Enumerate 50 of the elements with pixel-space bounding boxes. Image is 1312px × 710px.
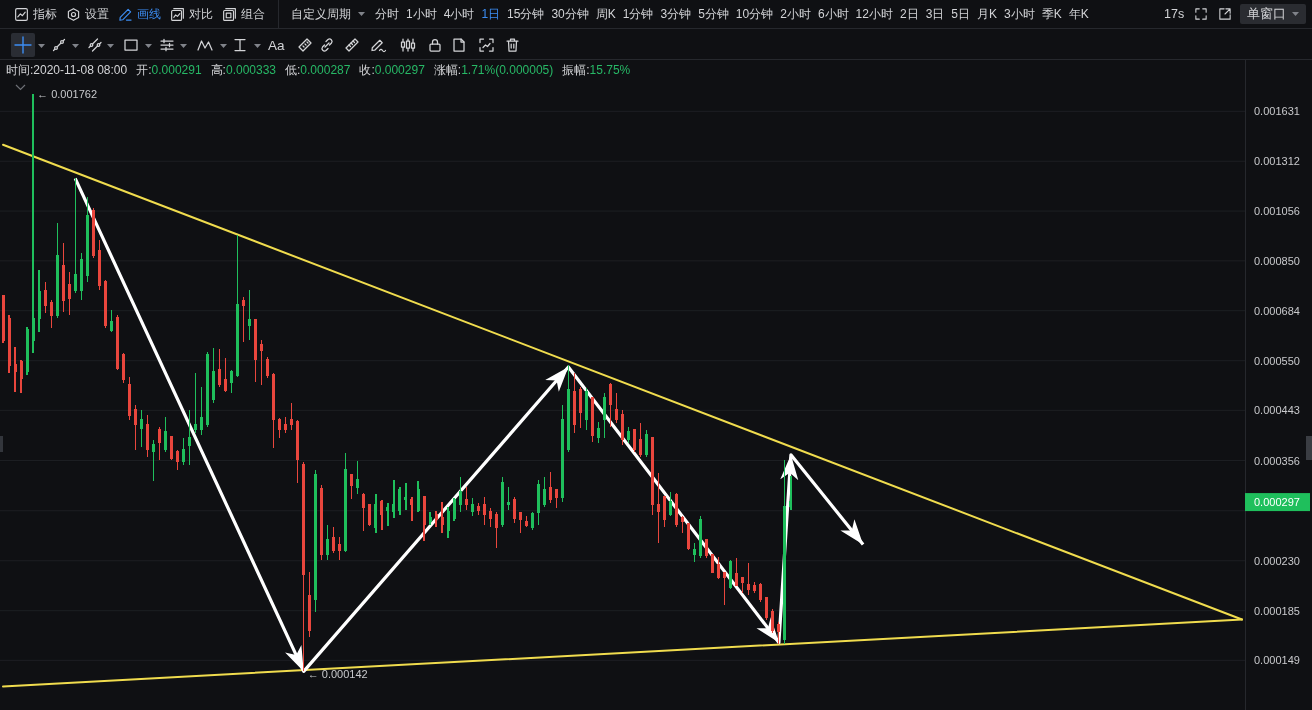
text: 2小时 — [780, 5, 811, 23]
annotation: 涨幅:1.71%(0.000005) — [433, 62, 554, 77]
text: 1日 — [481, 5, 501, 23]
text: 月K — [977, 5, 998, 23]
text: 4小时 — [443, 5, 475, 23]
y-tick-label: 0.001056 — [1254, 205, 1300, 218]
text: 1分钟 — [622, 5, 654, 23]
y-tick-label: 0.001631 — [1254, 105, 1300, 118]
text: 对比 — [189, 5, 213, 23]
text: 分时 — [375, 5, 399, 23]
annotation: 低:0.000287 — [285, 62, 351, 77]
annotation: 开:0.000291 — [136, 62, 202, 77]
y-tick-label: 0.000149 — [1254, 654, 1300, 667]
text: 1小时 — [406, 5, 437, 23]
text: 组合 — [241, 5, 265, 23]
text: 年K — [1068, 5, 1089, 23]
annotation: 振幅:15.75% — [562, 62, 631, 77]
text: 季K — [1041, 5, 1062, 23]
y-tick-label: 0.000443 — [1254, 404, 1300, 417]
annotation: 收:0.000297 — [359, 62, 425, 77]
text: 6小时 — [817, 5, 849, 23]
dropdown-button: 单窗口 — [1240, 4, 1307, 24]
annotation: 高:0.000333 — [210, 62, 277, 77]
y-tick-label: 0.000684 — [1254, 304, 1300, 317]
y-tick-label: 0.000230 — [1254, 554, 1300, 567]
y-tick-label: 0.000850 — [1254, 254, 1300, 267]
y-tick-label: 0.001312 — [1254, 155, 1300, 168]
text: 3小时 — [1004, 5, 1035, 23]
text: 30分钟 — [551, 5, 589, 23]
text: 周K — [595, 5, 616, 23]
text: 5日 — [951, 5, 971, 23]
text: 3分钟 — [660, 5, 692, 23]
text: 12小时 — [855, 5, 893, 23]
text: 指标 — [33, 5, 57, 23]
text: 17s — [1164, 7, 1185, 21]
text: 3日 — [925, 5, 945, 23]
text: 5分钟 — [698, 5, 729, 23]
y-tick-label: 0.000185 — [1254, 604, 1300, 617]
text: 15分钟 — [507, 5, 545, 23]
text: 设置 — [85, 5, 109, 23]
text: 2日 — [899, 5, 919, 23]
y-tick-label: 0.000550 — [1254, 354, 1300, 367]
annotation: ← 0.001762 — [37, 87, 98, 100]
text: 0.000297 — [1254, 496, 1300, 509]
text: 自定义周期 — [291, 5, 351, 23]
text: Aa — [268, 37, 285, 53]
text: 画线 — [137, 5, 161, 23]
text: 10分钟 — [735, 5, 774, 23]
y-tick-label: 0.000356 — [1254, 454, 1300, 467]
annotation: 时间:2020-11-08 08:00 — [6, 62, 128, 77]
